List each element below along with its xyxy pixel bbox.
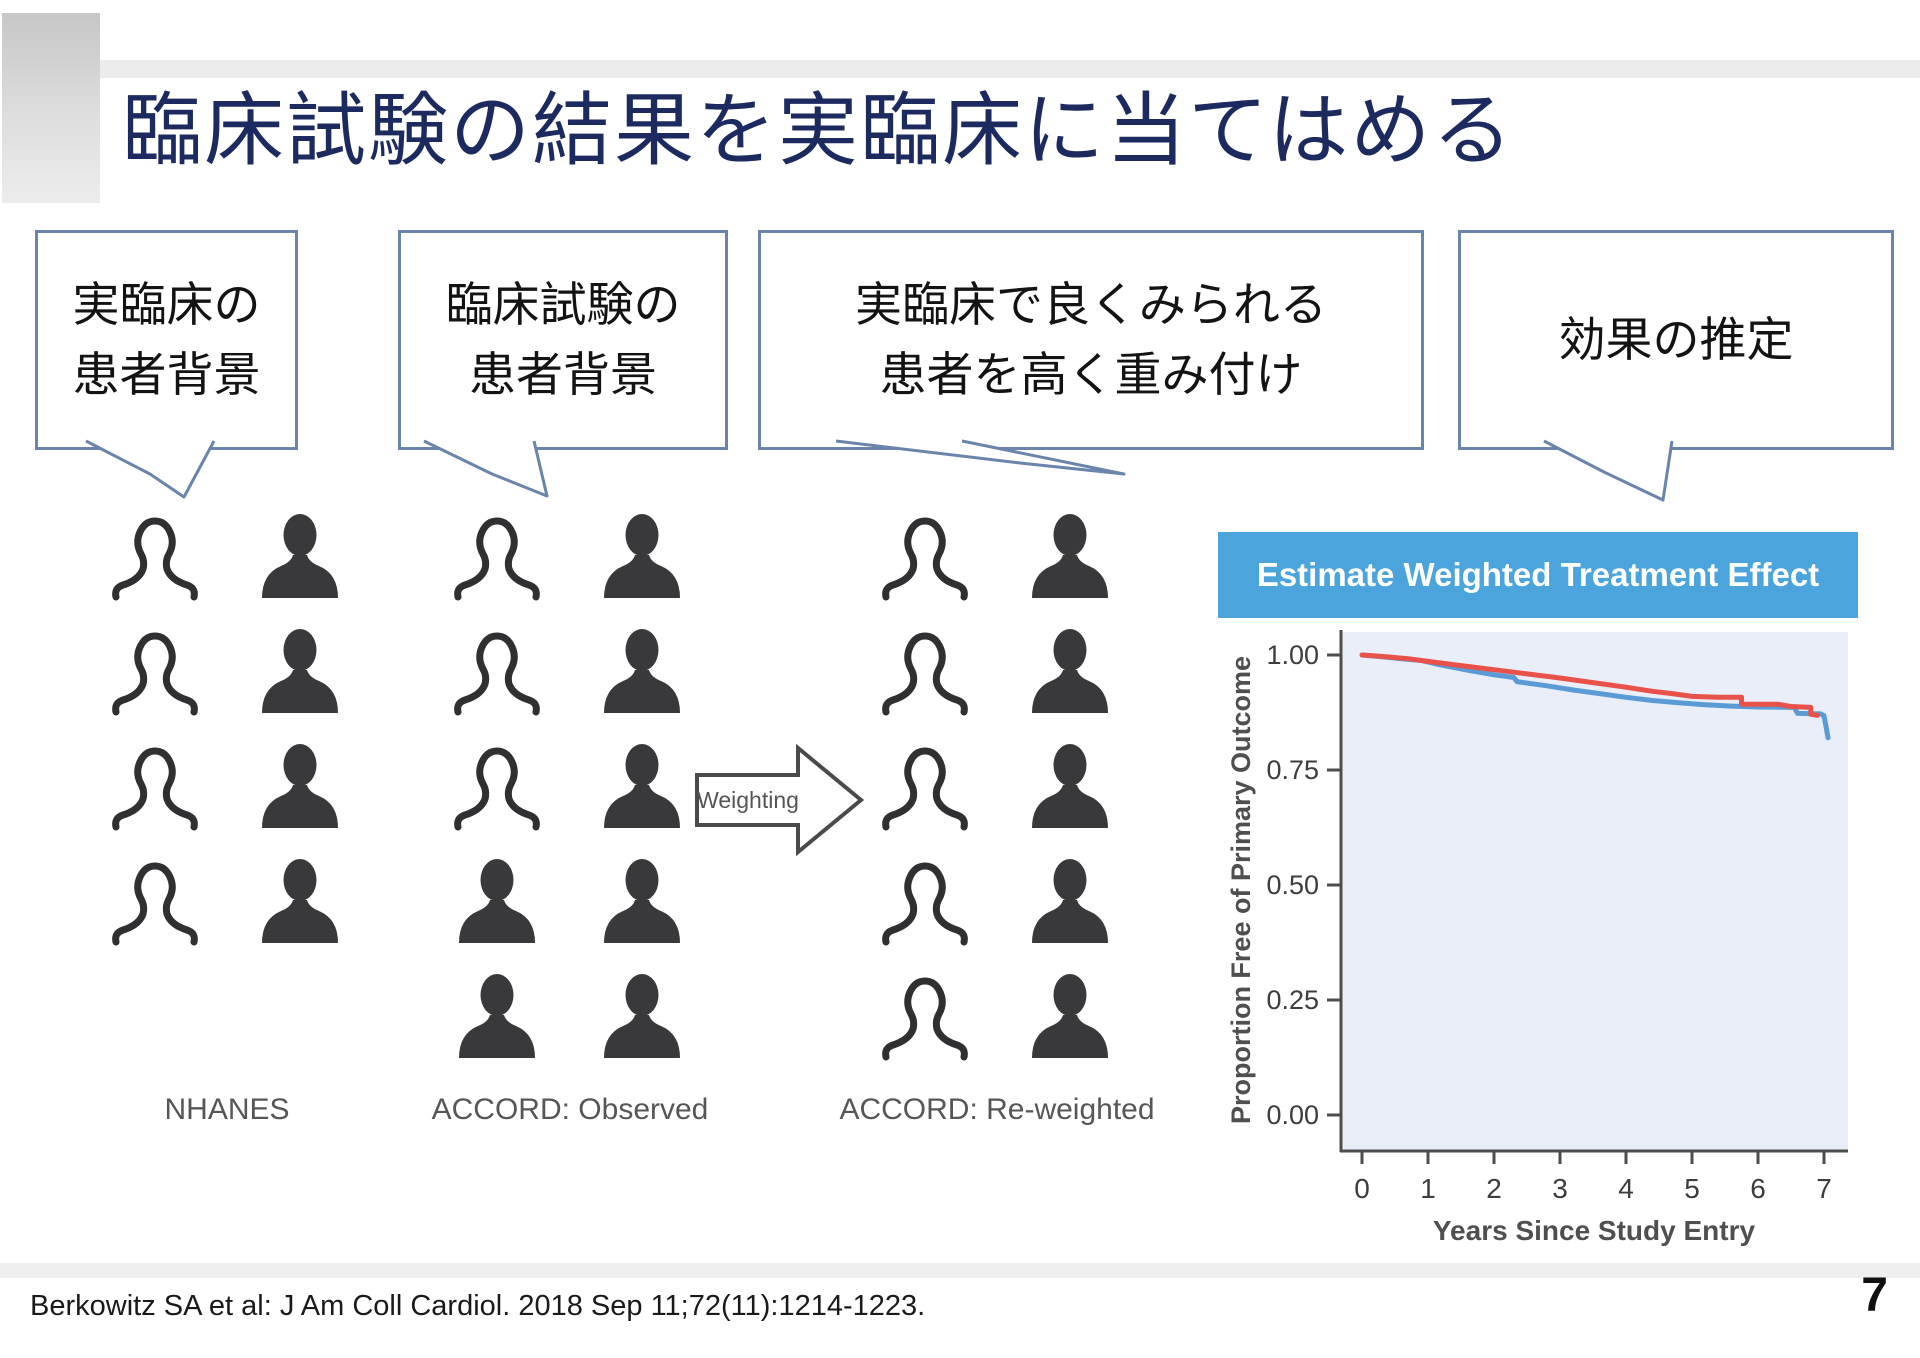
person-filled-icon <box>459 974 535 1058</box>
callout-effect-estimation: 効果の推定 <box>1458 230 1894 450</box>
group-label-accord-reweighted: ACCORD: Re-weighted <box>839 1093 1155 1126</box>
svg-text:5: 5 <box>1684 1173 1700 1204</box>
chart-title-banner: Estimate Weighted Treatment Effect <box>1218 532 1858 618</box>
callout-real-world-background: 実臨床の 患者背景 <box>35 230 298 450</box>
svg-text:6: 6 <box>1750 1173 1766 1204</box>
svg-text:0.50: 0.50 <box>1266 870 1319 900</box>
svg-text:2: 2 <box>1486 1173 1502 1204</box>
person-filled-icon <box>1032 744 1108 828</box>
person-filled-icon <box>1032 974 1108 1058</box>
person-filled-icon <box>604 744 680 828</box>
person-filled-icon <box>604 514 680 598</box>
svg-text:1: 1 <box>1420 1173 1436 1204</box>
svg-text:4: 4 <box>1618 1173 1634 1204</box>
weighting-arrow-label: Weighting <box>697 787 799 813</box>
person-outline-icon <box>110 855 200 950</box>
header-stripe <box>100 60 1920 78</box>
person-outline-icon <box>110 625 200 720</box>
callout-upweight-patients: 実臨床で良くみられる 患者を高く重み付け <box>758 230 1424 450</box>
person-filled-icon <box>262 859 338 943</box>
person-filled-icon <box>459 859 535 943</box>
page-number: 7 <box>1861 1269 1888 1322</box>
group-label-accord-observed: ACCORD: Observed <box>431 1093 709 1126</box>
callout-line: 効果の推定 <box>1558 312 1794 366</box>
svg-text:Years Since Study Entry: Years Since Study Entry <box>1433 1215 1756 1246</box>
person-outline-icon <box>452 625 542 720</box>
callout-line: 患者背景 <box>72 348 261 401</box>
person-filled-icon <box>262 514 338 598</box>
person-filled-icon <box>1032 629 1108 713</box>
person-filled-icon <box>1032 514 1108 598</box>
person-filled-icon <box>1032 859 1108 943</box>
callout-line: 患者背景 <box>469 348 657 401</box>
person-outline-icon <box>880 625 970 720</box>
person-outline-icon <box>110 510 200 605</box>
footer-stripe <box>0 1263 1920 1278</box>
callout-trial-background: 臨床試験の 患者背景 <box>398 230 728 450</box>
person-filled-icon <box>604 974 680 1058</box>
callout-line: 臨床試験の <box>445 277 681 331</box>
citation: Berkowitz SA et al: J Am Coll Cardiol. 2… <box>30 1290 926 1322</box>
person-filled-icon <box>262 744 338 828</box>
svg-text:3: 3 <box>1552 1173 1568 1204</box>
page-title: 臨床試験の結果を実臨床に当てはめる <box>122 86 1515 175</box>
person-outline-icon <box>880 970 970 1065</box>
person-outline-icon <box>452 740 542 835</box>
svg-text:7: 7 <box>1816 1173 1832 1204</box>
svg-text:0.25: 0.25 <box>1266 985 1319 1015</box>
callout-line: 実臨床の <box>72 277 261 331</box>
callout-line: 実臨床で良くみられる <box>855 277 1327 331</box>
person-filled-icon <box>262 629 338 713</box>
corner-decoration <box>2 13 100 203</box>
svg-text:1.00: 1.00 <box>1266 640 1319 670</box>
svg-text:0: 0 <box>1354 1173 1370 1204</box>
person-filled-icon <box>604 859 680 943</box>
person-outline-icon <box>110 740 200 835</box>
person-filled-icon <box>604 629 680 713</box>
svg-text:Proportion Free of Primary Out: Proportion Free of Primary Outcome <box>1226 656 1256 1124</box>
person-outline-icon <box>880 740 970 835</box>
group-label-nhanes: NHANES <box>164 1093 290 1126</box>
person-outline-icon <box>452 510 542 605</box>
person-outline-icon <box>880 510 970 605</box>
svg-text:0.00: 0.00 <box>1266 1100 1319 1130</box>
person-outline-icon <box>880 855 970 950</box>
svg-text:0.75: 0.75 <box>1266 755 1319 785</box>
weighting-arrow-icon: Weighting <box>695 743 865 857</box>
km-survival-chart: 1.00 0.75 0.50 0.25 0.00 0 1 2 3 4 5 6 7 Years Since … <box>1226 630 1848 1246</box>
callout-line: 患者を高く重み付け <box>879 348 1303 401</box>
